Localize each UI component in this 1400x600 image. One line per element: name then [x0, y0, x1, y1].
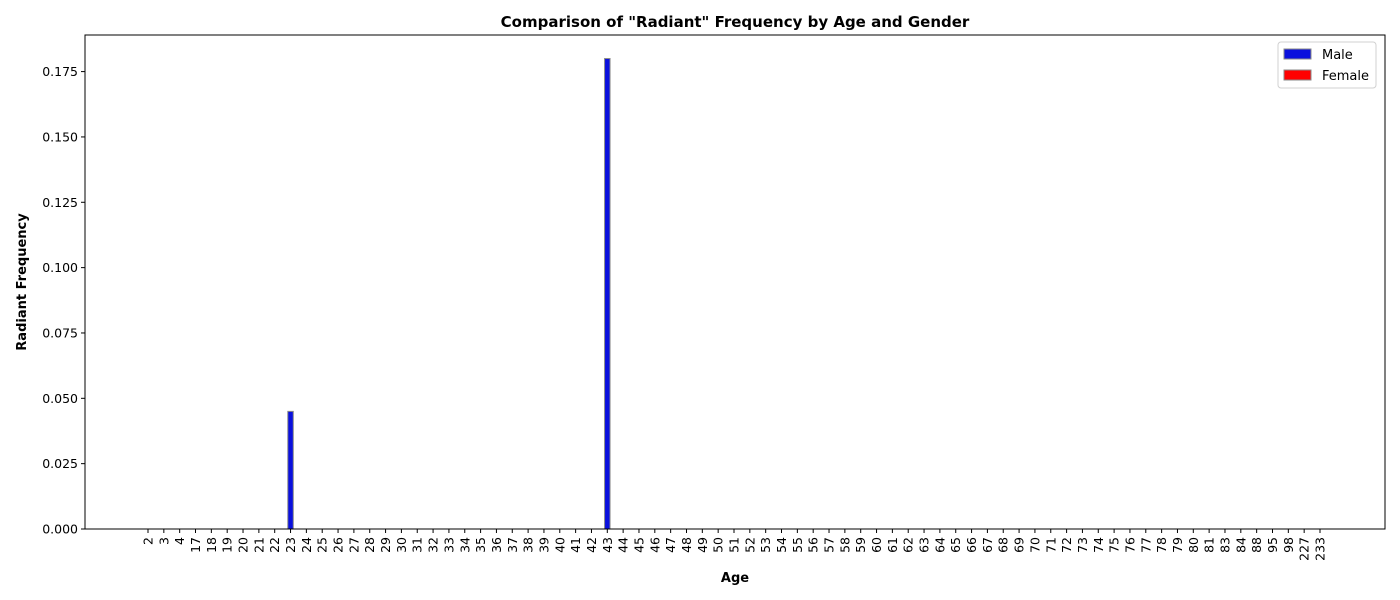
- x-tick-label: 19: [220, 537, 235, 553]
- x-tick-label: 227: [1297, 537, 1312, 561]
- y-tick-label: 0.175: [42, 64, 78, 79]
- x-tick-label: 23: [283, 537, 298, 553]
- x-tick-label: 67: [980, 537, 995, 553]
- x-tick-label: 40: [552, 537, 567, 553]
- x-tick-label: 27: [346, 537, 361, 553]
- x-tick-label: 26: [331, 537, 346, 553]
- y-tick-label: 0.025: [42, 456, 78, 471]
- x-tick-label: 77: [1138, 537, 1153, 553]
- legend: Male Female: [1277, 41, 1377, 89]
- legend-swatch-male: [1283, 48, 1312, 60]
- x-tick-label: 81: [1202, 537, 1217, 553]
- x-tick-label: 53: [758, 537, 773, 553]
- x-tick-label: 54: [774, 537, 789, 553]
- x-tick-label: 84: [1233, 537, 1248, 553]
- x-tick-label: 58: [837, 537, 852, 553]
- x-tick-label: 22: [267, 537, 282, 553]
- x-tick-label: 56: [806, 537, 821, 553]
- legend-swatch-female: [1283, 69, 1312, 81]
- x-tick-label: 29: [378, 537, 393, 553]
- bars-layer: [287, 58, 611, 530]
- y-tick-label: 0.100: [42, 260, 78, 275]
- x-tick-label: 24: [299, 537, 314, 553]
- x-tick-label: 88: [1249, 537, 1264, 553]
- x-tick-label: 42: [584, 537, 599, 553]
- x-tick-label: 38: [521, 537, 536, 553]
- x-tick-label: 63: [917, 537, 932, 553]
- x-tick-label: 41: [568, 537, 583, 553]
- y-tick-label: 0.075: [42, 325, 78, 340]
- plot-frame: [84, 34, 1386, 530]
- x-tick-label: 78: [1154, 537, 1169, 553]
- x-tick-label: 36: [489, 537, 504, 553]
- x-tick-label: 35: [473, 537, 488, 553]
- x-tick-label: 80: [1186, 537, 1201, 553]
- x-tick-label: 73: [1075, 537, 1090, 553]
- x-tick-label: 44: [616, 537, 631, 553]
- x-tick-label: 47: [663, 537, 678, 553]
- x-tick-label: 2: [141, 537, 156, 545]
- x-tick-label: 34: [457, 537, 472, 553]
- x-tick-label: 52: [742, 537, 757, 553]
- x-tick-label: 74: [1091, 537, 1106, 553]
- x-tick-label: 79: [1170, 537, 1185, 553]
- x-tick-label: 32: [426, 537, 441, 553]
- x-tick-label: 71: [1043, 537, 1058, 553]
- x-tick-label: 60: [869, 537, 884, 553]
- y-tick-label: 0.125: [42, 195, 78, 210]
- x-tick-label: 46: [647, 537, 662, 553]
- x-tick-label: 39: [536, 537, 551, 553]
- x-tick-label: 75: [1107, 537, 1122, 553]
- x-tick-label: 76: [1122, 537, 1137, 553]
- x-tick-label: 66: [964, 537, 979, 553]
- x-axis-label: Age: [721, 571, 749, 586]
- x-tick-label: 59: [853, 537, 868, 553]
- x-tick-label: 37: [505, 537, 520, 553]
- x-tick-label: 83: [1217, 537, 1232, 553]
- x-tick-label: 57: [822, 537, 837, 553]
- y-tick-label: 0.000: [42, 522, 78, 537]
- x-tick-label: 30: [394, 537, 409, 553]
- x-tick-label: 28: [362, 537, 377, 553]
- x-tick-label: 45: [631, 537, 646, 553]
- x-tick-label: 51: [727, 537, 742, 553]
- x-tick-label: 233: [1313, 537, 1328, 561]
- x-tick-label: 20: [236, 537, 251, 553]
- x-tick-label: 33: [441, 537, 456, 553]
- x-tick-label: 21: [251, 537, 266, 553]
- y-tick-label: 0.050: [42, 391, 78, 406]
- x-tick-label: 62: [901, 537, 916, 553]
- x-tick-label: 70: [1027, 537, 1042, 553]
- x-tick-label: 18: [204, 537, 219, 553]
- x-tick-label: 43: [600, 537, 615, 553]
- x-tick-label: 3: [156, 537, 171, 545]
- legend-label-male: Male: [1322, 48, 1353, 63]
- y-tick-label: 0.150: [42, 129, 78, 144]
- x-tick-label: 17: [188, 537, 203, 553]
- x-tick-label: 95: [1265, 537, 1280, 553]
- x-tick-label: 49: [695, 537, 710, 553]
- legend-label-female: Female: [1322, 69, 1369, 84]
- x-tick-label: 48: [679, 537, 694, 553]
- x-tick-label: 69: [1012, 537, 1027, 553]
- x-tick-label: 25: [315, 537, 330, 553]
- x-tick-label: 64: [932, 537, 947, 553]
- x-tick-label: 68: [996, 537, 1011, 553]
- x-tick-label: 31: [410, 537, 425, 553]
- x-tick-label: 65: [948, 537, 963, 553]
- bar-male-23: [287, 410, 294, 530]
- x-tick-label: 61: [885, 537, 900, 553]
- ticks-layer: 2 3 4 17 18 19 20 21 22 23 24 25 26 27 28 29 30 31 32 33 34 3…: [42, 64, 1327, 561]
- x-tick-label: 4: [172, 537, 187, 545]
- y-axis-label: Radiant Frequency: [15, 213, 30, 351]
- x-tick-label: 72: [1059, 537, 1074, 553]
- bar-male-43: [604, 58, 611, 530]
- x-tick-label: 55: [790, 537, 805, 553]
- x-tick-label: 50: [711, 537, 726, 553]
- chart-title: Comparison of "Radiant" Frequency by Age…: [501, 13, 970, 31]
- x-tick-label: 98: [1281, 537, 1296, 553]
